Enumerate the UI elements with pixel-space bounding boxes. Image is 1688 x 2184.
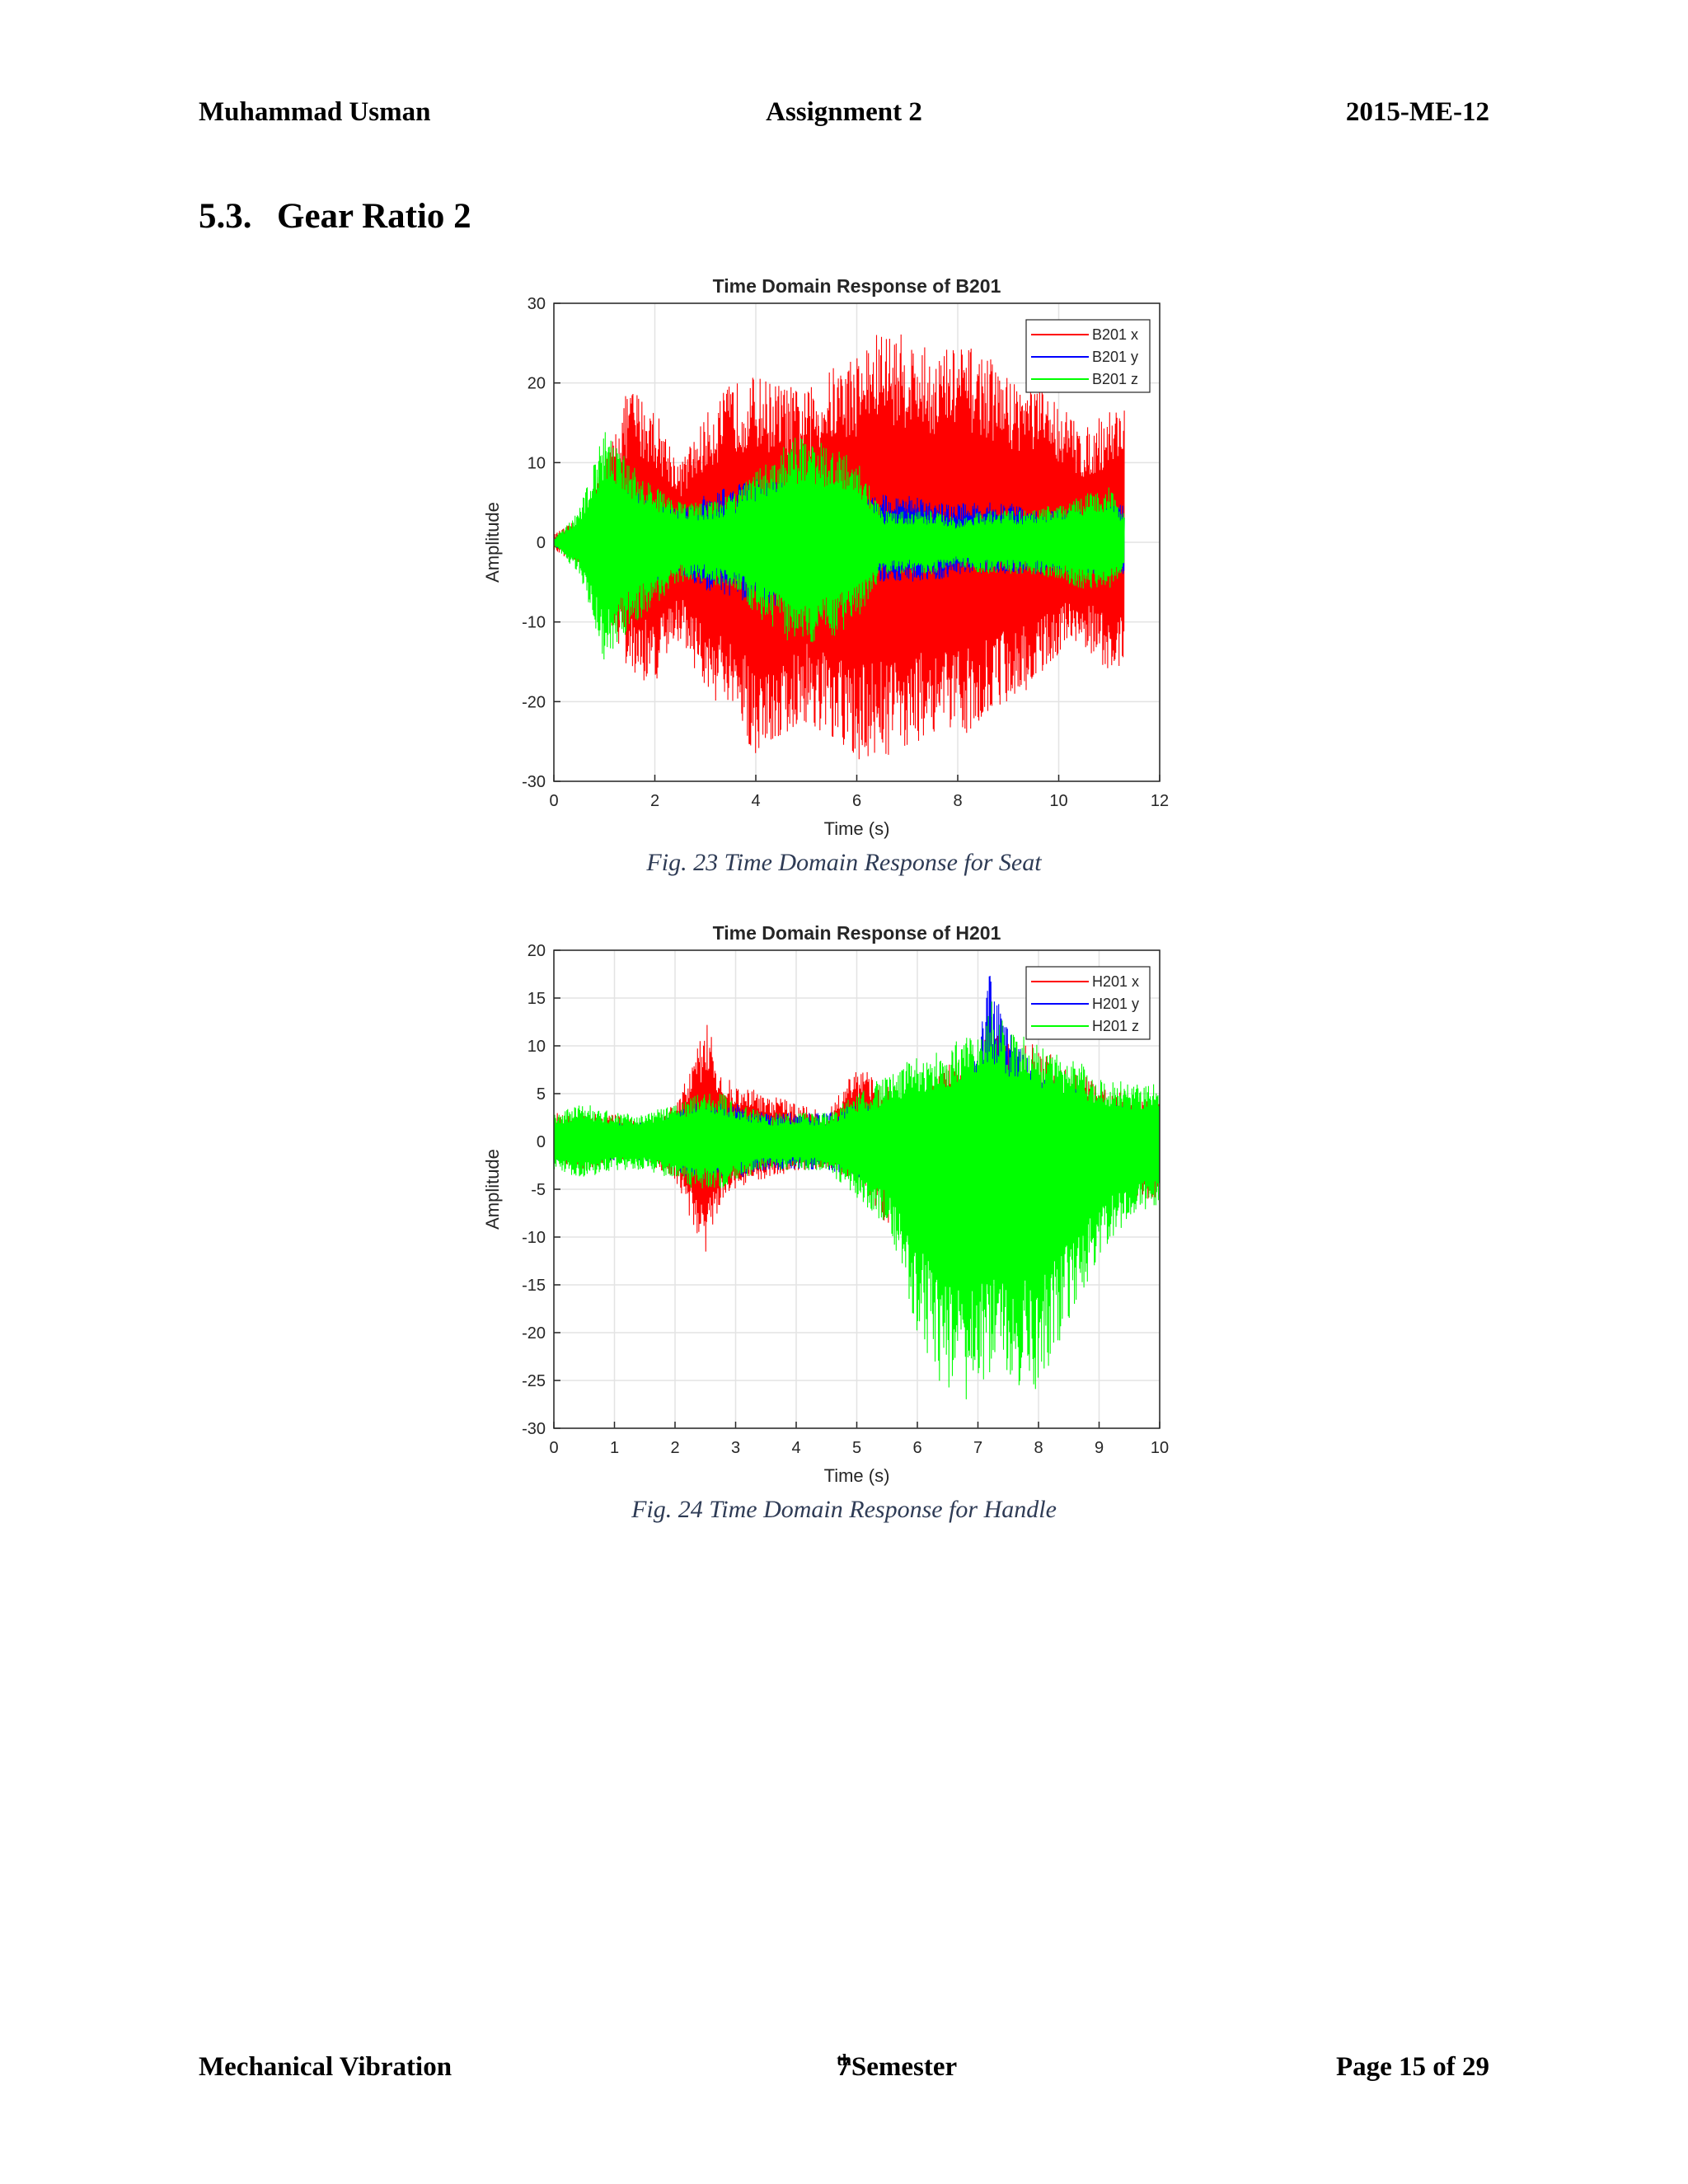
footer-semester-label: Semester [851, 2052, 958, 2082]
figure-handle: 0 1 2 3 4 5 6 7 8 9 10 -30 -25 -20 -15 -10 -5 0 5 10 15 20 Tim… [478, 915, 1203, 1492]
y-axis-label: Amplitude [482, 1149, 503, 1230]
y-tick-label: 0 [537, 1133, 546, 1151]
series-line-h201-z [554, 1001, 1160, 1399]
x-tick-label: 0 [549, 792, 558, 810]
y-tick-label: -15 [522, 1277, 546, 1295]
legend-entry: H201 z [1092, 1018, 1139, 1034]
x-tick-label: 6 [852, 792, 861, 810]
page-header: Muhammad Usman Assignment 2 2015-ME-12 [199, 97, 1489, 138]
section-heading: 5.3. Gear Ratio 2 [199, 196, 471, 237]
y-tick-label: 30 [528, 295, 546, 313]
chart-b201: 0 2 4 6 8 10 12 -30 -20 -10 0 10 20 30 Time Domain Res… [482, 275, 1169, 839]
x-tick-label: 10 [1049, 792, 1067, 810]
y-tick-label: 10 [528, 454, 546, 472]
x-tick-label: 7 [973, 1439, 982, 1457]
x-tick-label: 6 [912, 1439, 921, 1457]
legend-entry: H201 x [1092, 973, 1139, 990]
section-number: 5.3. [199, 197, 252, 236]
y-tick-label: -5 [531, 1181, 546, 1199]
y-tick-label: -10 [522, 1229, 546, 1247]
x-tick-label: 0 [549, 1439, 558, 1457]
y-axis-label: Amplitude [482, 502, 503, 583]
y-tick-label: 10 [528, 1038, 546, 1056]
plot-frame [553, 949, 1160, 1429]
plot-frame [553, 302, 1160, 782]
x-tick-label: 4 [751, 792, 760, 810]
x-tick-label: 3 [731, 1439, 740, 1457]
header-title: Assignment 2 [766, 97, 922, 127]
legend-entry: B201 x [1092, 326, 1138, 343]
y-tick-label: -30 [522, 773, 546, 791]
header-author: Muhammad Usman [199, 97, 431, 127]
legend-entry: H201 y [1092, 996, 1139, 1012]
legend-entry: B201 z [1092, 371, 1138, 387]
x-tick-label: 9 [1095, 1439, 1104, 1457]
x-tick-label: 2 [650, 792, 659, 810]
legend-entry: B201 y [1092, 349, 1138, 365]
series-line-b201-z [554, 432, 1125, 660]
x-tick-label: 4 [791, 1439, 800, 1457]
footer-page-number: Page 15 of 29 [1335, 2052, 1489, 2082]
x-tick-label: 2 [670, 1439, 679, 1457]
y-tick-label: -20 [522, 693, 546, 711]
figure-caption-23: Fig. 23 Time Domain Response for Seat [646, 849, 1042, 876]
y-tick-label: 5 [537, 1085, 546, 1104]
y-tick-label: 0 [537, 534, 546, 552]
y-tick-label: -25 [522, 1372, 546, 1390]
x-tick-label: 8 [1034, 1439, 1043, 1457]
y-tick-label: 20 [528, 942, 546, 960]
y-tick-label: 15 [528, 990, 546, 1008]
chart-h201: 0 1 2 3 4 5 6 7 8 9 10 -30 -25 -20 -15 -10 -5 0 5 10 15 20 Tim… [482, 922, 1169, 1486]
chart-title: Time Domain Response of B201 [713, 275, 1001, 297]
x-axis-label: Time (s) [824, 818, 890, 839]
x-tick-label: 12 [1151, 792, 1169, 810]
x-axis-label: Time (s) [824, 1465, 890, 1486]
y-tick-label: 20 [528, 375, 546, 393]
x-tick-label: 10 [1151, 1439, 1169, 1457]
footer-semester-suffix: th [837, 2051, 851, 2069]
x-tick-label: 8 [953, 792, 962, 810]
y-tick-label: -20 [522, 1324, 546, 1343]
figure-seat: 0 2 4 6 8 10 12 -30 -20 -10 0 10 20 30 Time Domain Res… [478, 268, 1203, 845]
footer-course: Mechanical Vibration [199, 2052, 452, 2082]
figure-caption-24: Fig. 24 Time Domain Response for Handle [631, 1496, 1057, 1523]
x-tick-label: 1 [610, 1439, 619, 1457]
footer-semester-number: 7 [837, 2052, 851, 2082]
section-title: Gear Ratio 2 [277, 197, 471, 236]
x-tick-label: 5 [852, 1439, 861, 1457]
chart-title: Time Domain Response of H201 [713, 922, 1001, 944]
y-tick-label: -30 [522, 1420, 546, 1438]
header-id: 2015-ME-12 [1345, 97, 1489, 127]
y-tick-label: -10 [522, 614, 546, 632]
